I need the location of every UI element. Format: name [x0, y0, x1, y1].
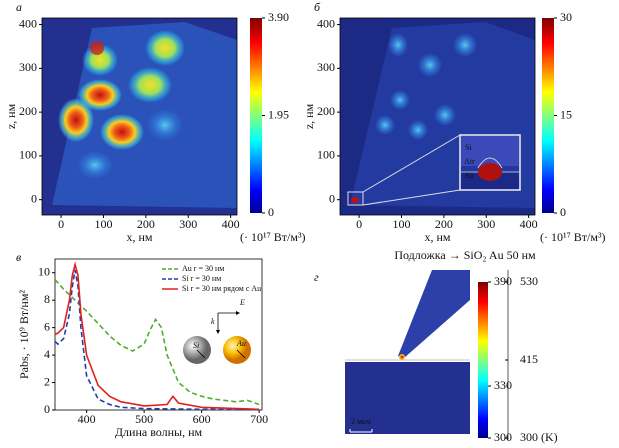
annotation: k: [211, 317, 215, 326]
colorbar-tick-label: 0: [560, 205, 566, 219]
plot-frame: [54, 258, 263, 411]
panel-label: г: [314, 270, 319, 284]
y-tick-label: 200: [19, 104, 37, 118]
line-series: [54, 261, 260, 411]
x-tick-label: 0: [58, 217, 64, 231]
field-map: [340, 18, 535, 215]
y-axis-label: Pabs, · 10⁹ Вт/нм²: [17, 290, 31, 379]
y-tick-label: 0: [329, 191, 335, 205]
colorbar: [250, 18, 262, 213]
y-tick-label: 10: [38, 264, 50, 278]
y-tick-label: 6: [44, 319, 50, 333]
colorbar-tick-label: 15: [560, 107, 572, 121]
annotation: Au: [236, 339, 246, 348]
y-tick-label: 300: [19, 60, 37, 74]
colorbar-tick-label: 300: [494, 430, 512, 444]
x-tick-label: 400: [222, 217, 240, 231]
colorbar-tick-label: 1.95: [268, 107, 289, 121]
colorbar-unit: (· 10¹⁷ Вт/м³): [540, 230, 606, 244]
x-tick-label: 200: [435, 217, 453, 231]
field-map: [42, 18, 237, 215]
y-axis-label: z, нм: [302, 103, 316, 129]
colorbar-unit: (· 10¹⁷ Вт/м³): [240, 230, 306, 244]
x-tick-label: 400: [78, 412, 96, 426]
plot-frame: [41, 17, 238, 216]
x-axis-label: Длина волны, нм: [115, 425, 203, 439]
panel-label: в: [16, 250, 21, 264]
x-tick-label: 700: [250, 412, 268, 426]
plot-frame: [339, 17, 536, 216]
sketch: [183, 311, 251, 364]
scale-bar-label: 2 мкм: [351, 417, 371, 426]
temperature-tick-label: 300 (K): [520, 430, 558, 444]
x-axis-label: x, нм: [424, 230, 450, 244]
colorbar-tick-label: 3.90: [268, 10, 289, 24]
panel-label: б: [314, 0, 321, 14]
annotation: E: [239, 298, 245, 307]
line-series: [54, 269, 260, 411]
x-tick-label: 100: [94, 217, 112, 231]
annotation: Si: [465, 143, 472, 152]
panel-label: а: [16, 0, 22, 14]
x-tick-label: 0: [356, 217, 362, 231]
simulation-image: [345, 270, 509, 440]
colorbar-tick-label: 30: [560, 10, 572, 24]
colorbar-tick-label: 390: [494, 274, 512, 288]
legend-label: Si r = 30 нм рядом с Au: [182, 284, 261, 293]
y-axis-label: z, нм: [4, 103, 18, 129]
annotation: Si: [193, 341, 199, 350]
y-tick-label: 100: [19, 148, 37, 162]
x-tick-label: 300: [179, 217, 197, 231]
x-tick-label: 400: [520, 217, 538, 231]
legend-label: Au r = 30 нм: [182, 264, 224, 273]
y-tick-label: 8: [44, 292, 50, 306]
x-tick-label: 300: [477, 217, 495, 231]
temperature-tick-label: 530: [520, 274, 538, 288]
annotation: Air: [464, 157, 475, 166]
x-tick-label: 500: [135, 412, 153, 426]
y-tick-label: 2: [44, 374, 50, 388]
colorbar: [542, 18, 554, 213]
chart-title: Подложка → SiO₂ Au 50 нм: [394, 248, 536, 262]
legend-label: Si r = 30 нм: [182, 274, 221, 283]
y-tick-label: 4: [44, 347, 50, 361]
x-axis-label: x, нм: [126, 230, 152, 244]
y-tick-label: 400: [19, 16, 37, 30]
colorbar: [478, 282, 488, 438]
x-tick-label: 100: [392, 217, 410, 231]
temperature-tick-label: 415: [520, 352, 538, 366]
colorbar-tick-label: 0: [268, 205, 274, 219]
x-tick-label: 200: [137, 217, 155, 231]
y-tick-label: 300: [317, 60, 335, 74]
line-series: [54, 279, 260, 406]
annotation: Au: [464, 171, 474, 180]
colorbar-tick-label: 330: [494, 378, 512, 392]
y-tick-label: 100: [317, 148, 335, 162]
y-tick-label: 400: [317, 16, 335, 30]
y-tick-label: 0: [31, 191, 37, 205]
x-tick-label: 600: [193, 412, 211, 426]
y-tick-label: 0: [44, 402, 50, 416]
y-tick-label: 200: [317, 104, 335, 118]
